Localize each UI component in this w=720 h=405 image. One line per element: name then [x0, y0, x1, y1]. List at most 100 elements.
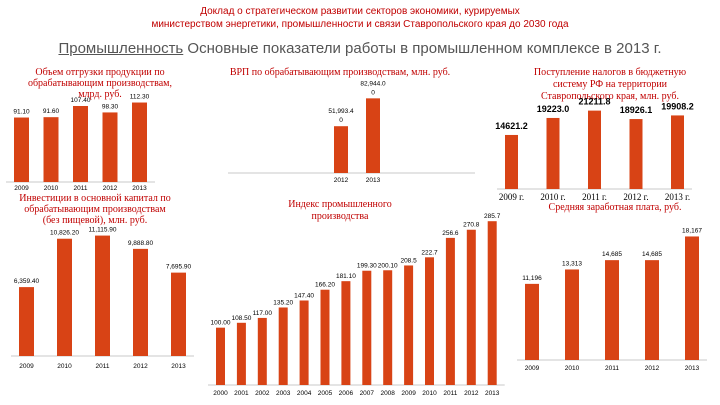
bar: [278, 307, 288, 385]
category-label: 2003: [276, 390, 291, 397]
bar: [299, 300, 309, 385]
value-label: 13,313: [562, 260, 582, 267]
category-label: 2004: [297, 390, 312, 397]
value-label: 98.30: [102, 103, 119, 110]
value-label: 199.30: [357, 263, 377, 270]
bar: [546, 117, 560, 189]
category-label: 2013: [171, 363, 186, 370]
bar: [505, 134, 518, 189]
chart-title-line: Поступление налогов в бюджетную: [534, 67, 687, 78]
category-label: 2013: [366, 177, 381, 184]
bar: [425, 257, 434, 385]
chart-title-line: обрабатывающим производствам,: [28, 78, 172, 89]
value-label: 117.00: [253, 310, 273, 317]
value-label: 91.10: [13, 109, 30, 116]
category-label: 2011: [96, 363, 110, 370]
bar: [132, 102, 147, 182]
bar: [257, 317, 267, 385]
bar: [671, 115, 684, 189]
value-label: 10,826.20: [50, 230, 79, 237]
chart-title-line: систему РФ на территории: [553, 79, 668, 90]
value-label: 19908.2: [661, 101, 694, 111]
value-label: 18,167: [682, 227, 702, 234]
bar: [588, 110, 601, 189]
category-label: 2010 г.: [540, 192, 565, 202]
value-label: 51,993.4: [328, 108, 354, 115]
bar: [565, 269, 579, 360]
value-label: 91.60: [43, 108, 60, 115]
value-label: 166.20: [315, 282, 335, 289]
category-label: 2011: [74, 185, 88, 192]
category-label: 2013 г.: [665, 192, 690, 202]
chart-title-line: (без пищевой), млн. руб.: [43, 215, 147, 226]
bar: [445, 237, 455, 385]
value-label: 6,359.40: [14, 278, 40, 285]
value-label: 200.10: [378, 262, 398, 269]
category-label: 2011: [605, 365, 619, 372]
value-label: 21211.8: [578, 97, 610, 107]
category-label: 2010: [57, 363, 72, 370]
bar: [366, 98, 380, 173]
category-label: 2012: [133, 363, 148, 370]
category-label: 2006: [339, 390, 354, 397]
bar: [95, 235, 110, 356]
bar: [57, 238, 72, 356]
value-label: 112.30: [130, 94, 150, 101]
value-label: 19223.0: [537, 104, 570, 114]
bar: [341, 281, 351, 385]
bar: [525, 283, 539, 360]
bar: [487, 221, 497, 385]
category-label: 2013: [485, 390, 500, 397]
slide-title-underlined: Промышленность: [58, 40, 184, 57]
bar: [102, 112, 118, 182]
value-label: 11,115.90: [89, 227, 117, 234]
chart-title-line: обрабатывающим производствам: [24, 204, 166, 215]
value-label: 82,944.0: [360, 80, 386, 87]
bar: [19, 287, 34, 356]
chart-title-line: Ставропольского края, млн. руб.: [541, 91, 679, 102]
category-label: 2010: [422, 390, 437, 397]
bar: [685, 236, 699, 360]
bar: [320, 289, 330, 385]
value-label: 270.8: [463, 222, 480, 229]
bar: [43, 117, 59, 182]
value-label: 0: [371, 89, 375, 96]
category-label: 2005: [318, 390, 333, 397]
bar: [334, 126, 348, 173]
value-label: 135.20: [273, 299, 293, 306]
chart-title-line: Инвестиции в основной капитал по: [19, 193, 170, 204]
category-label: 2013: [132, 185, 147, 192]
bar: [605, 260, 619, 360]
category-label: 2012: [464, 390, 479, 397]
bar: [404, 265, 414, 385]
chart-salary: Средняя заработная плата, руб. 11,196 2009…: [517, 202, 707, 372]
category-label: 2009: [401, 390, 416, 397]
category-label: 2012: [645, 365, 660, 372]
bar: [466, 229, 476, 385]
chart-title-line: Средняя заработная плата, руб.: [549, 202, 682, 213]
value-label: 208.5: [400, 257, 417, 264]
bar: [645, 260, 659, 360]
category-label: 2008: [380, 390, 395, 397]
value-label: 14621.2: [495, 121, 528, 131]
value-label: 0: [339, 117, 343, 124]
category-label: 2000: [213, 390, 228, 397]
value-label: 7,695.90: [166, 264, 192, 271]
bar: [73, 105, 88, 182]
report-title-line-1: Доклад о стратегическом развитии секторо…: [200, 6, 520, 17]
chart-grp: ВРП по обрабатывающим производствам, млн…: [228, 67, 475, 184]
value-label: 14,685: [642, 251, 662, 258]
category-label: 2010: [44, 185, 59, 192]
value-label: 222.7: [421, 249, 438, 256]
category-label: 2009: [525, 365, 540, 372]
value-label: 108.50: [231, 315, 251, 322]
value-label: 11,196: [522, 275, 542, 282]
chart-title-line: Объем отгрузки продукции по: [35, 67, 164, 78]
category-label: 2007: [360, 390, 375, 397]
chart-title-line: производства: [312, 211, 370, 222]
bar: [171, 272, 186, 356]
bar: [14, 117, 29, 182]
value-label: 107.40: [71, 97, 91, 104]
